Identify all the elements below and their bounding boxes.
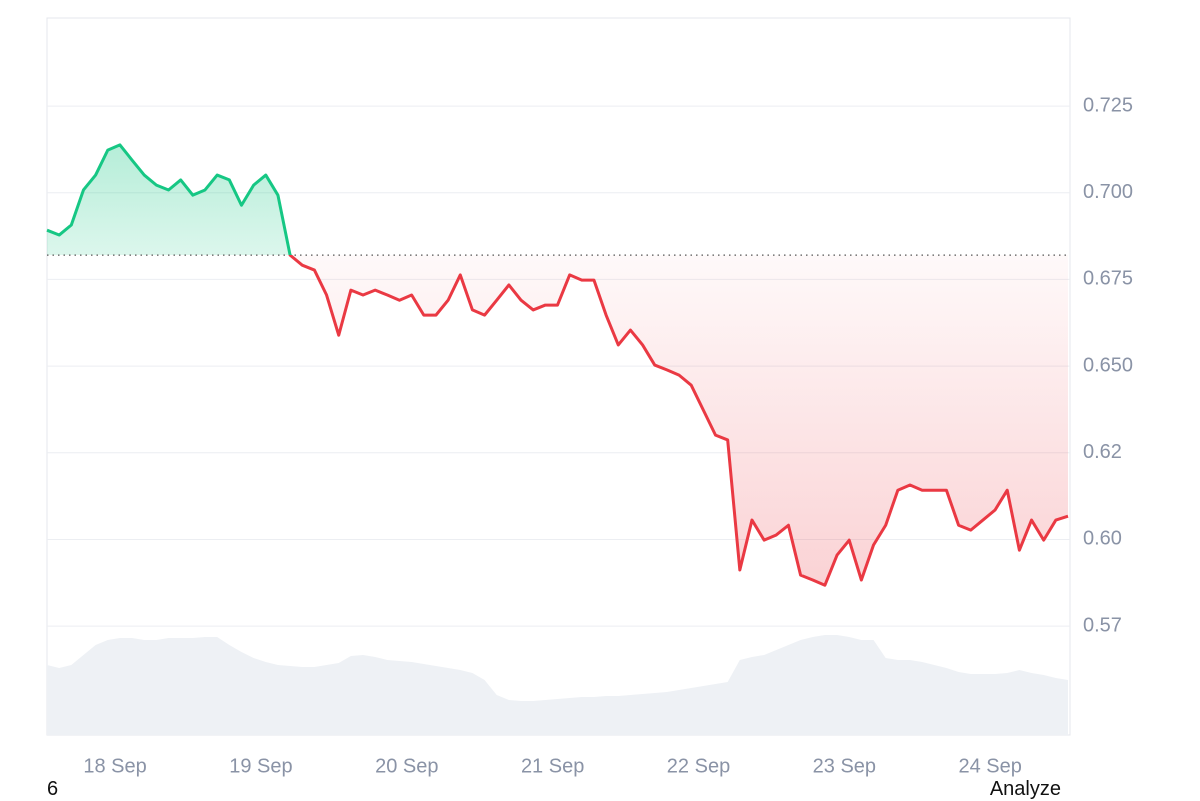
volume-area bbox=[47, 635, 1068, 735]
y-tick-label: 0.725 bbox=[1083, 94, 1133, 116]
x-tick-label: 18 Sep bbox=[83, 755, 146, 777]
price-area bbox=[47, 144, 1068, 586]
y-tick-label: 0.60 bbox=[1083, 528, 1122, 550]
footer-left: 6 bbox=[47, 778, 59, 800]
x-tick-label: 21 Sep bbox=[521, 755, 584, 777]
y-tick-label: 0.675 bbox=[1083, 268, 1133, 290]
y-tick-label: 0.650 bbox=[1083, 354, 1133, 376]
x-tick-label: 24 Sep bbox=[959, 755, 1022, 777]
price-line bbox=[46, 143, 1069, 587]
y-tick-label: 0.700 bbox=[1083, 181, 1133, 203]
x-tick-label: 23 Sep bbox=[813, 755, 876, 777]
y-tick-label: 0.62 bbox=[1083, 441, 1122, 463]
y-tick-label: 0.57 bbox=[1083, 614, 1122, 636]
analyze-button[interactable]: Analyze bbox=[989, 778, 1061, 800]
x-tick-label: 22 Sep bbox=[667, 755, 730, 777]
x-tick-label: 20 Sep bbox=[375, 755, 438, 777]
x-tick-label: 19 Sep bbox=[229, 755, 292, 777]
